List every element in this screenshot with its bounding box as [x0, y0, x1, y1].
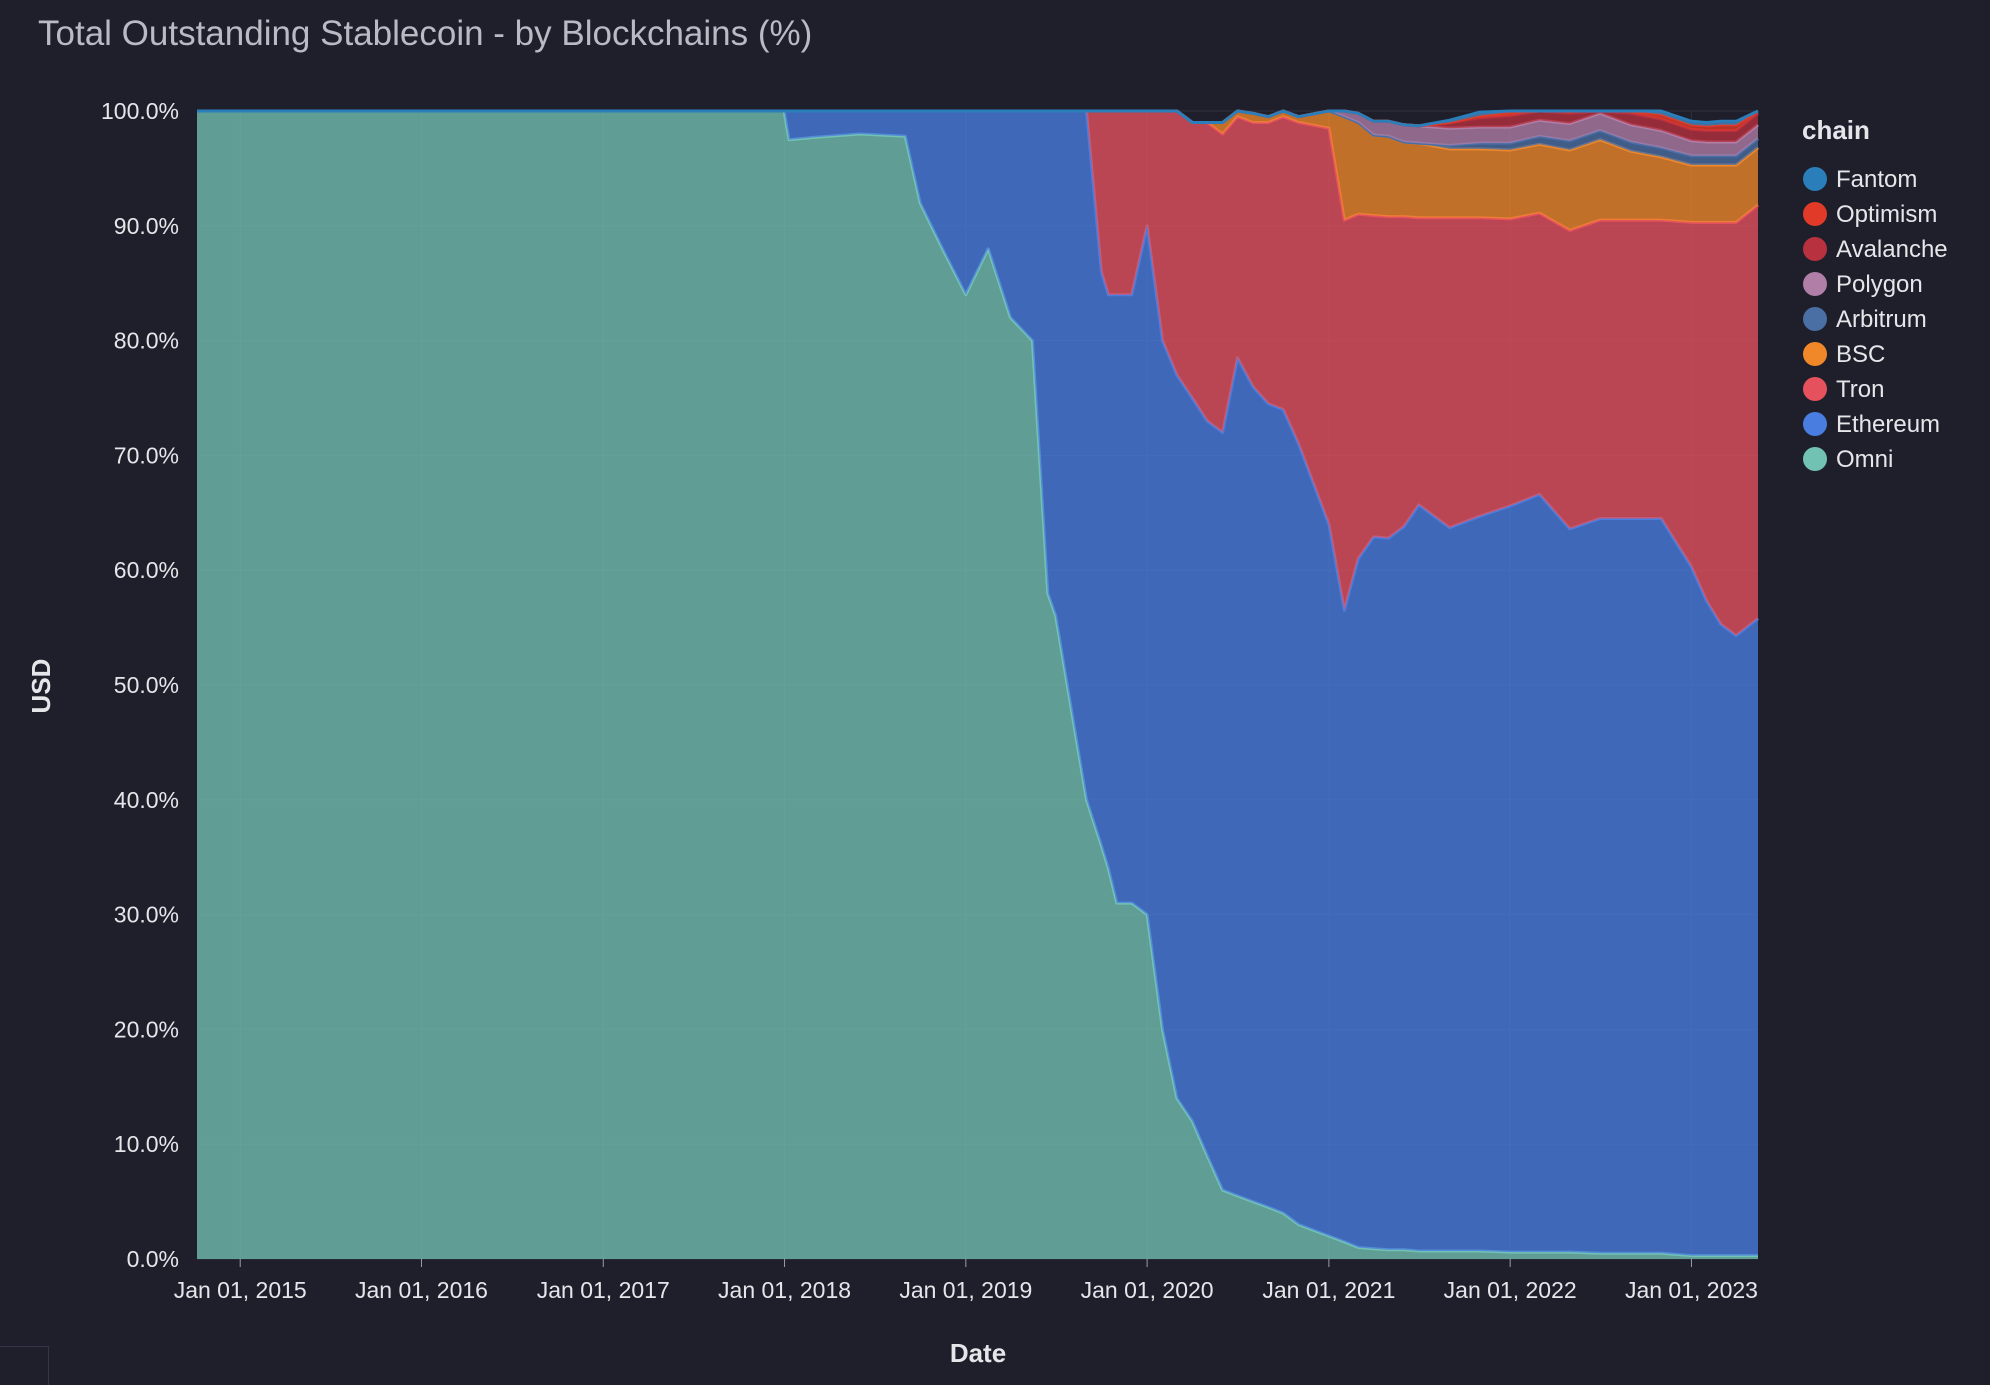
- chart-title: Total Outstanding Stablecoin - by Blockc…: [38, 14, 813, 53]
- y-axis: 0.0% 10.0% 20.0% 30.0% 40.0% 50.0% 60.0% 70.0% 8…: [101, 98, 179, 1272]
- x-tick-label: Jan 01, 2016: [355, 1277, 488, 1303]
- area-polygon: [197, 111, 1758, 156]
- area-avalanche: [197, 111, 1758, 142]
- x-axis-title: Date: [950, 1338, 1006, 1368]
- y-tick-label: 20.0%: [114, 1016, 179, 1042]
- y-axis-title: USD: [26, 659, 56, 714]
- x-tick-label: Jan 01, 2018: [718, 1277, 851, 1303]
- legend-marker: [1803, 412, 1827, 436]
- legend-label: Arbitrum: [1836, 306, 1927, 333]
- legend-label: Ethereum: [1836, 411, 1940, 438]
- legend-marker: [1803, 237, 1827, 261]
- legend-marker: [1803, 272, 1827, 296]
- corner-box: [0, 1346, 49, 1385]
- legend-label: Avalanche: [1836, 236, 1948, 263]
- x-axis: Jan 01, 2015 Jan 01, 2016 Jan 01, 2017 Jan …: [174, 1259, 1758, 1303]
- legend-item-omni[interactable]: Omni: [1803, 446, 1893, 473]
- line-fantom: [197, 109, 1759, 128]
- legend-item-arbitrum[interactable]: Arbitrum: [1803, 306, 1927, 333]
- legend-label: Optimism: [1836, 201, 1937, 228]
- x-tick-label: Jan 01, 2019: [899, 1277, 1032, 1303]
- legend-marker: [1803, 447, 1827, 471]
- y-tick-label: 10.0%: [114, 1131, 179, 1157]
- x-tick-label: Jan 01, 2015: [174, 1277, 307, 1303]
- y-tick-label: 0.0%: [127, 1246, 179, 1272]
- legend-item-fantom[interactable]: Fantom: [1803, 166, 1917, 193]
- y-tick-label: 60.0%: [114, 557, 179, 583]
- legend-marker: [1803, 342, 1827, 366]
- legend-marker: [1803, 377, 1827, 401]
- y-tick-label: 80.0%: [114, 328, 179, 354]
- legend-marker: [1803, 167, 1827, 191]
- y-tick-label: 40.0%: [114, 787, 179, 813]
- legend-label: Polygon: [1836, 271, 1923, 298]
- y-tick-label: 70.0%: [114, 442, 179, 468]
- legend-item-ethereum[interactable]: Ethereum: [1803, 411, 1940, 438]
- legend-item-polygon[interactable]: Polygon: [1803, 271, 1923, 298]
- area-tron: [197, 111, 1758, 636]
- area-bsc: [197, 111, 1758, 231]
- legend-marker: [1803, 307, 1827, 331]
- legend-label: Fantom: [1836, 166, 1917, 193]
- legend-item-tron[interactable]: Tron: [1803, 376, 1884, 403]
- y-tick-label: 100.0%: [101, 98, 179, 124]
- area-layer: [197, 109, 1759, 1259]
- y-tick-label: 90.0%: [114, 213, 179, 239]
- legend-title: chain: [1802, 115, 1870, 145]
- x-tick-label: Jan 01, 2021: [1262, 1277, 1395, 1303]
- legend-item-avalanche[interactable]: Avalanche: [1803, 236, 1948, 263]
- legend-item-optimism[interactable]: Optimism: [1803, 201, 1937, 228]
- legend-marker: [1803, 202, 1827, 226]
- legend-label: Omni: [1836, 446, 1893, 473]
- legend-item-bsc[interactable]: BSC: [1803, 341, 1885, 368]
- legend-label: Tron: [1836, 376, 1884, 403]
- x-tick-label: Jan 01, 2023: [1625, 1277, 1758, 1303]
- x-tick-label: Jan 01, 2022: [1444, 1277, 1577, 1303]
- area-omni: [197, 111, 1758, 1259]
- y-tick-label: 50.0%: [114, 672, 179, 698]
- legend-label: BSC: [1836, 341, 1885, 368]
- x-tick-label: Jan 01, 2020: [1081, 1277, 1214, 1303]
- area-ethereum: [197, 111, 1758, 1256]
- legend: chain Fantom Optimism Avalanche Polygon Arbi…: [1802, 115, 1948, 473]
- x-tick-label: Jan 01, 2017: [537, 1277, 670, 1303]
- y-tick-label: 30.0%: [114, 902, 179, 928]
